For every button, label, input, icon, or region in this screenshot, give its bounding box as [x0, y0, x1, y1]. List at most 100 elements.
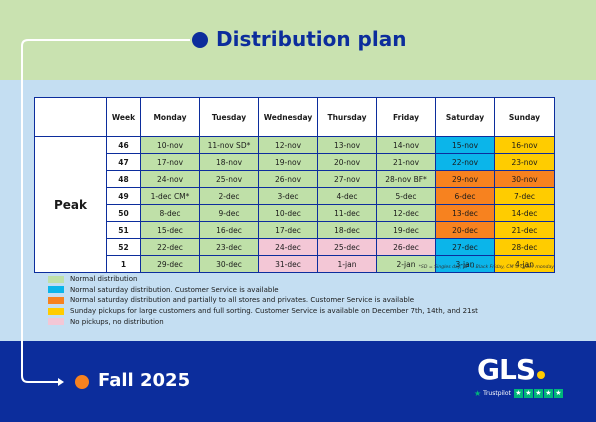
period-label: Peak: [34, 136, 107, 273]
trustpilot-label: Trustpilot: [483, 390, 511, 397]
week-cell: 46: [106, 136, 141, 154]
legend-text: No pickups, no distribution: [70, 317, 164, 326]
legend-swatch: [48, 296, 64, 304]
rating-star-icon: ★: [553, 389, 563, 398]
legend-text: Sunday pickups for large customers and f…: [70, 307, 478, 316]
day-cell: 10-dec: [258, 204, 318, 222]
day-cell: 24-nov: [140, 170, 200, 188]
day-cell: 9-dec: [199, 204, 259, 222]
day-cell: 27-nov: [317, 170, 377, 188]
day-cell: 18-nov: [199, 153, 259, 171]
table-header-row: Week Monday Tuesday Wednesday Thursday F…: [34, 97, 555, 137]
day-cell: 20-nov: [317, 153, 377, 171]
header-monday: Monday: [140, 97, 200, 137]
day-cell: 13-nov: [317, 136, 377, 154]
header-wednesday: Wednesday: [258, 97, 318, 137]
table-row: 47 17-nov 18-nov 19-nov 20-nov 21-nov 22-nov 23…: [35, 153, 555, 171]
legend-item: Normal distribution: [48, 274, 478, 285]
rating-star-icon: ★: [543, 389, 553, 398]
week-cell: 47: [106, 153, 141, 171]
day-cell: 17-nov: [140, 153, 200, 171]
table-row: 52 22-dec 23-dec 24-dec 25-dec 26-dec 27-dec 28…: [35, 238, 555, 256]
day-cell: 11-dec: [317, 204, 377, 222]
logo-text: GLS: [477, 353, 536, 386]
header-friday: Friday: [376, 97, 436, 137]
day-cell: 11-nov SD*: [199, 136, 259, 154]
legend-swatch: [48, 307, 64, 315]
rating-star-icon: ★: [513, 389, 523, 398]
week-cell: 1: [106, 255, 141, 273]
day-cell: 8-dec: [140, 204, 200, 222]
day-cell: 6-dec: [435, 187, 495, 205]
day-cell: 22-dec: [140, 238, 200, 256]
week-cell: 48: [106, 170, 141, 188]
legend-item: Sunday pickups for large customers and f…: [48, 306, 478, 317]
day-cell: 28-dec: [494, 238, 555, 256]
day-cell: 15-dec: [140, 221, 200, 239]
gls-logo: GLS: [477, 355, 545, 385]
day-cell: 3-jan: [435, 255, 495, 273]
day-cell: 26-dec: [376, 238, 436, 256]
day-cell: 16-nov: [494, 136, 555, 154]
star-icon: ★: [474, 389, 482, 398]
day-cell: 23-dec: [199, 238, 259, 256]
header-blank: [34, 97, 107, 137]
day-cell: 19-dec: [376, 221, 436, 239]
legend-item: No pickups, no distribution: [48, 316, 478, 327]
day-cell: 10-nov: [140, 136, 200, 154]
header-week: Week: [106, 97, 141, 137]
day-cell: 13-dec: [435, 204, 495, 222]
day-cell: 3-dec: [258, 187, 318, 205]
day-cell: 14-nov: [376, 136, 436, 154]
day-cell: 12-dec: [376, 204, 436, 222]
day-cell: 20-dec: [435, 221, 495, 239]
legend-swatch: [48, 275, 64, 283]
yellow-dot-icon: [537, 371, 545, 379]
table-row: 51 15-dec 16-dec 17-dec 18-dec 19-dec 20-dec 21…: [35, 221, 555, 239]
legend-item: Normal saturday distribution. Customer S…: [48, 285, 478, 296]
day-cell: 30-nov: [494, 170, 555, 188]
distribution-table: Week Monday Tuesday Wednesday Thursday F…: [34, 97, 555, 273]
header-saturday: Saturday: [435, 97, 495, 137]
day-cell: 17-dec: [258, 221, 318, 239]
table-body: Peak 46 10-nov 11-nov SD* 12-nov 13-nov 14-nov…: [34, 136, 555, 273]
day-cell: 29-dec: [140, 255, 200, 273]
day-cell: 27-dec: [435, 238, 495, 256]
header-thursday: Thursday: [317, 97, 377, 137]
day-cell: 1-dec CM*: [140, 187, 200, 205]
trustpilot-badge: ★ Trustpilot ★ ★ ★ ★ ★: [474, 389, 564, 398]
day-cell: 24-dec: [258, 238, 318, 256]
day-cell: 21-dec: [494, 221, 555, 239]
day-cell: 31-dec: [258, 255, 318, 273]
day-cell: 4-dec: [317, 187, 377, 205]
page-subtitle: Fall 2025: [98, 370, 191, 391]
legend-item: Normal saturday distribution and partial…: [48, 295, 478, 306]
day-cell: 28-nov BF*: [376, 170, 436, 188]
week-cell: 49: [106, 187, 141, 205]
table-row: Peak 46 10-nov 11-nov SD* 12-nov 13-nov 14-nov…: [34, 136, 555, 273]
day-cell: 15-nov: [435, 136, 495, 154]
day-cell: 14-dec: [494, 204, 555, 222]
legend-swatch: [48, 286, 64, 294]
week-cell: 51: [106, 221, 141, 239]
day-cell: 16-dec: [199, 221, 259, 239]
page-title: Distribution plan: [216, 27, 407, 51]
table-row: 49 1-dec CM* 2-dec 3-dec 4-dec 5-dec 6-dec 7-de…: [35, 187, 555, 205]
rating-star-icon: ★: [523, 389, 533, 398]
day-cell: 29-nov: [435, 170, 495, 188]
header-sunday: Sunday: [494, 97, 555, 137]
day-cell: 18-dec: [317, 221, 377, 239]
day-cell: 19-nov: [258, 153, 318, 171]
day-cell: 21-nov: [376, 153, 436, 171]
table-row: 1 29-dec 30-dec 31-dec 1-jan 2-jan 3-jan 4-jan: [35, 255, 555, 273]
day-cell: 22-nov: [435, 153, 495, 171]
legend-text: Normal distribution: [70, 275, 138, 284]
day-cell: 2-jan: [376, 255, 436, 273]
day-cell: 23-nov: [494, 153, 555, 171]
table-row: 50 8-dec 9-dec 10-dec 11-dec 12-dec 13-dec 14-d…: [35, 204, 555, 222]
day-cell: 12-nov: [258, 136, 318, 154]
day-cell: 2-dec: [199, 187, 259, 205]
day-cell: 30-dec: [199, 255, 259, 273]
rating-star-icon: ★: [533, 389, 543, 398]
legend-swatch: [48, 318, 64, 326]
